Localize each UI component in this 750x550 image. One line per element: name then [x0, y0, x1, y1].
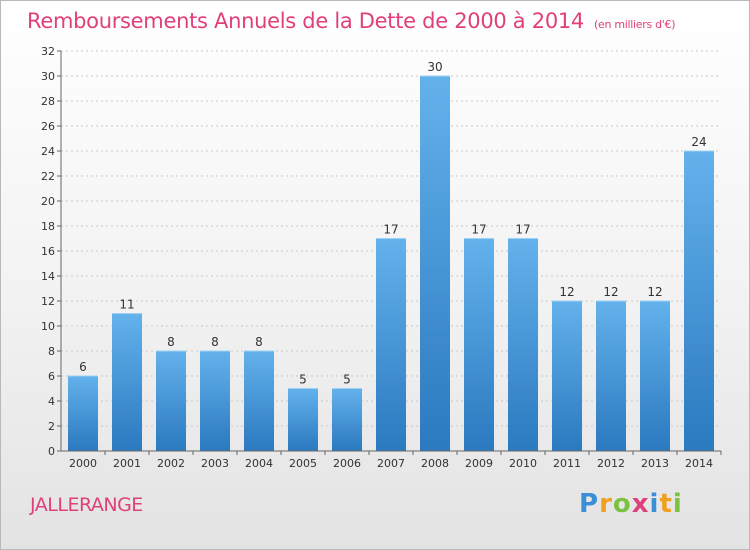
bars: 6 11 8 8 8 5 5 17 30 17 17 12 12 12 24: [68, 60, 714, 451]
logo-letter: t: [659, 489, 673, 519]
data-label: 24: [691, 135, 706, 149]
logo-letter: i: [672, 489, 683, 519]
x-tick-label: 2014: [685, 457, 713, 470]
bar: [508, 238, 538, 451]
x-tick-label: 2012: [597, 457, 625, 470]
data-label: 8: [211, 335, 219, 349]
bar: [332, 388, 362, 451]
bar: [112, 313, 142, 451]
x-tick-label: 2004: [245, 457, 273, 470]
x-tick-label: 2007: [377, 457, 405, 470]
bar: [68, 376, 98, 451]
y-tick-label: 4: [48, 395, 55, 408]
data-label: 11: [119, 298, 134, 312]
bar: [420, 76, 450, 451]
x-tick-label: 2013: [641, 457, 669, 470]
x-tick-label: 2010: [509, 457, 537, 470]
commune-name: JALLERANGE: [30, 494, 143, 516]
y-tick-label: 30: [41, 70, 55, 83]
proxiti-logo: Proxiti: [579, 489, 683, 519]
data-label: 17: [383, 223, 398, 237]
logo-letter: x: [631, 489, 650, 519]
bar: [244, 351, 274, 451]
y-tick-label: 6: [48, 370, 55, 383]
data-label: 6: [79, 360, 87, 374]
y-tick-label: 20: [41, 195, 55, 208]
logo-letter: o: [612, 489, 632, 519]
x-tick-label: 2008: [421, 457, 449, 470]
logo-letter: i: [649, 489, 660, 519]
logo-letter: P: [579, 489, 600, 519]
x-tick-label: 2005: [289, 457, 317, 470]
y-tick-label: 16: [41, 245, 55, 258]
y-tick-label: 22: [41, 170, 55, 183]
data-label: 12: [647, 285, 662, 299]
y-tick-label: 28: [41, 95, 55, 108]
data-label: 12: [603, 285, 618, 299]
bar: [684, 151, 714, 451]
x-tick-label: 2006: [333, 457, 361, 470]
bar: [640, 301, 670, 451]
x-tick-label: 2002: [157, 457, 185, 470]
bar: [288, 388, 318, 451]
data-label: 12: [559, 285, 574, 299]
y-tick-label: 2: [48, 420, 55, 433]
y-tick-label: 18: [41, 220, 55, 233]
chart-title-unit: (en milliers d'€): [594, 18, 676, 31]
data-label: 8: [167, 335, 175, 349]
x-tick-label: 2009: [465, 457, 493, 470]
chart-title-text: Remboursements Annuels de la Dette de 20…: [27, 9, 584, 33]
x-tick-label: 2011: [553, 457, 581, 470]
y-tick-label: 0: [48, 445, 55, 458]
y-tick-label: 26: [41, 120, 55, 133]
bar: [376, 238, 406, 451]
y-tick-label: 24: [41, 145, 55, 158]
bar: [552, 301, 582, 451]
x-tick-label: 2001: [113, 457, 141, 470]
data-label: 5: [299, 373, 307, 387]
bar: [596, 301, 626, 451]
y-tick-label: 10: [41, 320, 55, 333]
data-label: 30: [427, 60, 442, 74]
y-tick-label: 12: [41, 295, 55, 308]
data-label: 17: [471, 223, 486, 237]
x-tick-label: 2000: [69, 457, 97, 470]
bar: [200, 351, 230, 451]
bar: [156, 351, 186, 451]
bar: [464, 238, 494, 451]
x-tick-label: 2003: [201, 457, 229, 470]
y-tick-label: 32: [41, 45, 55, 58]
y-tick-label: 8: [48, 345, 55, 358]
data-label: 17: [515, 223, 530, 237]
y-tick-label: 14: [41, 270, 55, 283]
data-label: 8: [255, 335, 263, 349]
data-label: 5: [343, 373, 351, 387]
logo-letter: r: [599, 489, 613, 519]
chart-title: Remboursements Annuels de la Dette de 20…: [27, 9, 675, 33]
